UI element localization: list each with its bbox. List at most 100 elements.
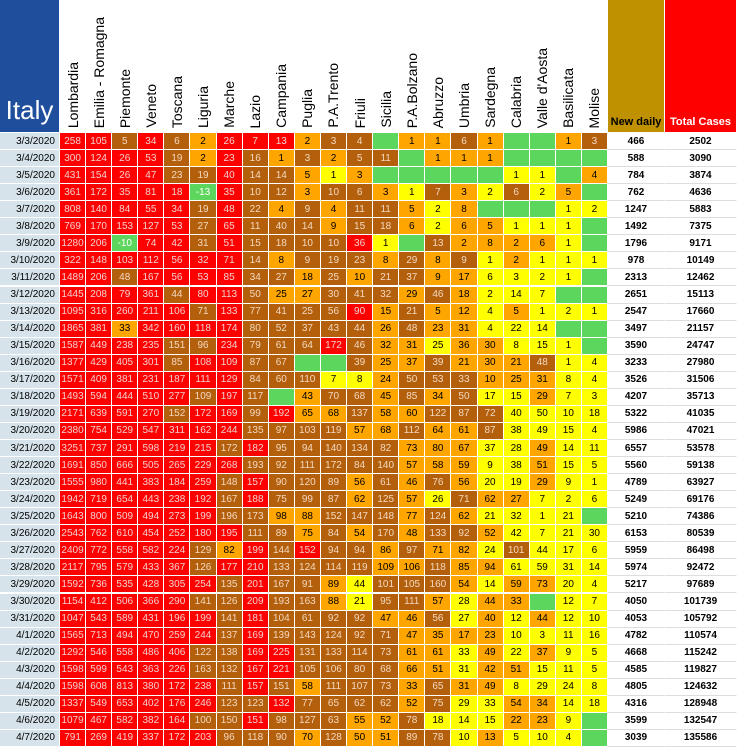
region-cell: 144 bbox=[268, 542, 295, 560]
region-cell: 50 bbox=[242, 286, 269, 304]
region-cell: 14 bbox=[503, 286, 530, 304]
region-cell: 95 bbox=[268, 440, 295, 458]
date: 3/16/2020 bbox=[0, 354, 60, 372]
region-cell: 1292 bbox=[60, 644, 87, 662]
region-cell: 50 bbox=[451, 388, 478, 406]
region-cell: 80 bbox=[347, 661, 374, 679]
region-cell: 254 bbox=[190, 576, 217, 594]
region-cell: 14 bbox=[294, 218, 321, 236]
region-cell: 39 bbox=[347, 354, 374, 372]
region-cell: 37 bbox=[294, 320, 321, 338]
region-cell: 2 bbox=[425, 218, 452, 236]
region-cell: 82 bbox=[216, 542, 243, 560]
region-cell: 301 bbox=[138, 354, 165, 372]
region-cell: 18 bbox=[581, 695, 608, 713]
region-cell: 143 bbox=[294, 627, 321, 645]
region-cell: 305 bbox=[164, 576, 191, 594]
region-cell: 10 bbox=[555, 405, 582, 423]
region-cell: 431 bbox=[138, 610, 165, 628]
column-header: Valle d'Aosta bbox=[529, 0, 556, 133]
region-cell: 199 bbox=[190, 508, 217, 526]
region-cell: 133 bbox=[216, 303, 243, 321]
region-cell: 2 bbox=[477, 286, 504, 304]
region-cell: 60 bbox=[399, 405, 426, 423]
region-cell: 35 bbox=[112, 184, 139, 202]
region-cell: 111 bbox=[399, 593, 426, 611]
region-cell: 132 bbox=[216, 661, 243, 679]
region-cell: 1489 bbox=[60, 269, 87, 287]
region-cell: 11 bbox=[347, 201, 374, 219]
region-cell: 15 bbox=[373, 303, 400, 321]
region-cell: 3 bbox=[503, 269, 530, 287]
region-cell: 105 bbox=[86, 133, 113, 151]
region-cell: 50 bbox=[347, 729, 374, 747]
region-cell: 1 bbox=[373, 235, 400, 253]
region-cell: 2 bbox=[555, 491, 582, 509]
region-cell: 277 bbox=[164, 388, 191, 406]
new-daily: 5322 bbox=[608, 405, 665, 423]
region-cell: 17 bbox=[451, 269, 478, 287]
region-cell: 124 bbox=[425, 508, 452, 526]
region-cell: 192 bbox=[190, 491, 217, 509]
region-cell: 382 bbox=[138, 712, 165, 730]
region-cell: 7 bbox=[529, 525, 556, 543]
region-cell: 1 bbox=[529, 252, 556, 270]
region-cell: 7 bbox=[529, 491, 556, 509]
column-label: Marche bbox=[221, 81, 238, 128]
region-cell: 15 bbox=[555, 422, 582, 440]
region-cell: 1592 bbox=[60, 576, 87, 594]
region-cell: 582 bbox=[138, 542, 165, 560]
region-cell bbox=[451, 167, 478, 185]
region-cell: 25 bbox=[320, 269, 348, 287]
region-cell: 1079 bbox=[60, 712, 87, 730]
region-cell: 428 bbox=[138, 576, 165, 594]
region-cell: 558 bbox=[112, 644, 139, 662]
region-cell: 1095 bbox=[60, 303, 87, 321]
region-cell: 1377 bbox=[60, 354, 87, 372]
region-cell: 50 bbox=[529, 405, 556, 423]
region-cell: 265 bbox=[164, 457, 191, 475]
region-cell: 6 bbox=[451, 218, 478, 236]
region-cell: 47 bbox=[373, 610, 400, 628]
region-cell: 137 bbox=[216, 627, 243, 645]
region-cell: 197 bbox=[216, 388, 243, 406]
region-cell: 109 bbox=[190, 388, 217, 406]
region-cell: 118 bbox=[425, 559, 452, 577]
region-cell: 6 bbox=[503, 184, 530, 202]
region-cell: 55 bbox=[138, 201, 165, 219]
region-cell: 441 bbox=[112, 474, 139, 492]
region-cell: 21 bbox=[555, 525, 582, 543]
region-cell: 167 bbox=[138, 269, 165, 287]
region-cell: 40 bbox=[216, 167, 243, 185]
region-cell: 429 bbox=[86, 354, 113, 372]
region-cell: 132 bbox=[268, 695, 295, 713]
region-cell: 206 bbox=[86, 269, 113, 287]
region-cell: 268 bbox=[216, 457, 243, 475]
region-cell: 6 bbox=[477, 269, 504, 287]
region-cell bbox=[425, 167, 452, 185]
region-cell: 103 bbox=[112, 252, 139, 270]
region-cell: 59 bbox=[529, 559, 556, 577]
region-cell: 167 bbox=[242, 661, 269, 679]
region-cell: 124 bbox=[294, 559, 321, 577]
region-cell: 97 bbox=[268, 422, 295, 440]
region-cell: 135 bbox=[216, 576, 243, 594]
region-cell: 75 bbox=[268, 491, 295, 509]
region-cell: 47 bbox=[138, 167, 165, 185]
region-cell: 37 bbox=[399, 354, 426, 372]
region-cell: 8 bbox=[268, 252, 295, 270]
region-cell: 1865 bbox=[60, 320, 87, 338]
region-cell: 238 bbox=[112, 337, 139, 355]
region-cell: 2 bbox=[190, 133, 217, 151]
new-daily: 5959 bbox=[608, 542, 665, 560]
new-daily: 1492 bbox=[608, 218, 665, 236]
region-cell: 1 bbox=[555, 133, 582, 151]
region-cell: 10 bbox=[320, 235, 348, 253]
region-cell: 9 bbox=[294, 201, 321, 219]
column-label: Liguria bbox=[195, 85, 212, 128]
region-cell: 737 bbox=[86, 440, 113, 458]
region-cell: 151 bbox=[242, 712, 269, 730]
region-cell: 106 bbox=[320, 661, 348, 679]
region-cell: 3 bbox=[294, 150, 321, 168]
region-cell: 94 bbox=[347, 542, 374, 560]
